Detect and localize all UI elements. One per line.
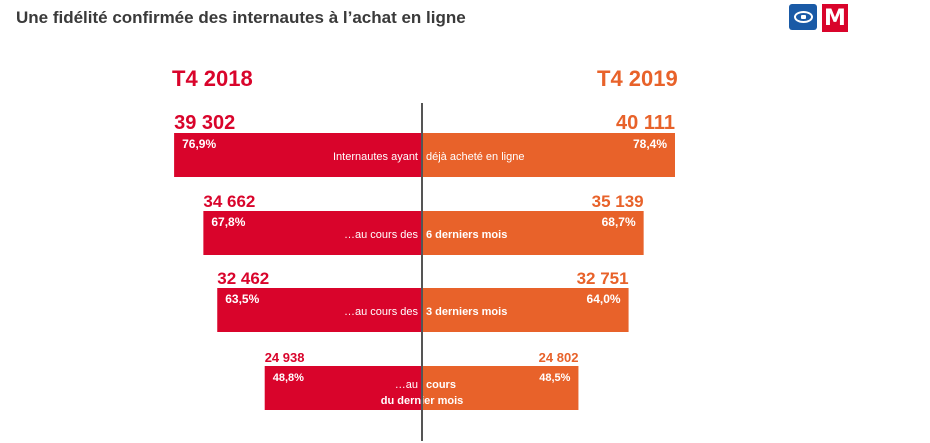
percent-2018-3: 48,8% — [273, 372, 304, 384]
bar-2019-1 — [422, 211, 644, 255]
value-label-2018-0: 39 302 — [174, 112, 235, 134]
bar-2018-0 — [174, 133, 422, 177]
bar-2018-3 — [264, 366, 422, 410]
m-logo: M — [822, 4, 848, 32]
category-label-right-2: 3 derniers mois — [426, 306, 507, 318]
value-label-2018-1: 34 662 — [203, 192, 255, 211]
category-label-right-0: déjà acheté en ligne — [426, 151, 524, 163]
series-label-2018: T4 2018 — [172, 66, 253, 91]
value-label-2019-2: 32 751 — [577, 269, 629, 288]
chart-title: Une fidélité confirmée des internautes à… — [16, 8, 466, 27]
bar-2019-3 — [422, 366, 579, 410]
bar-2019-0 — [422, 133, 675, 177]
percent-2018-1: 67,8% — [211, 215, 245, 229]
bar-2018-1 — [203, 211, 422, 255]
value-label-2019-0: 40 111 — [616, 112, 675, 134]
category-label-right-3: cours — [426, 379, 456, 391]
percent-2019-0: 78,4% — [633, 137, 667, 151]
series-label-2019: T4 2019 — [597, 66, 678, 91]
value-label-2019-3: 24 802 — [539, 350, 579, 365]
percent-2019-3: 48,5% — [539, 372, 570, 384]
value-label-2018-2: 32 462 — [217, 269, 269, 288]
percent-2019-2: 64,0% — [587, 292, 621, 306]
mediametrie-logo — [789, 4, 817, 30]
category-label-left-0: Internautes ayant — [333, 151, 418, 163]
category-label-left-2: …au cours des — [344, 306, 418, 318]
value-label-2018-3: 24 938 — [265, 350, 305, 365]
percent-2018-2: 63,5% — [225, 292, 259, 306]
bar-2018-2 — [217, 288, 422, 332]
percent-2018-0: 76,9% — [182, 137, 216, 151]
category-label-left-3: …au — [395, 379, 418, 391]
bar-2019-2 — [422, 288, 629, 332]
category-label-right-1: 6 derniers mois — [426, 229, 507, 241]
percent-2019-1: 68,7% — [602, 215, 636, 229]
value-label-2019-1: 35 139 — [592, 192, 644, 211]
category-label-left-1: …au cours des — [344, 229, 418, 241]
